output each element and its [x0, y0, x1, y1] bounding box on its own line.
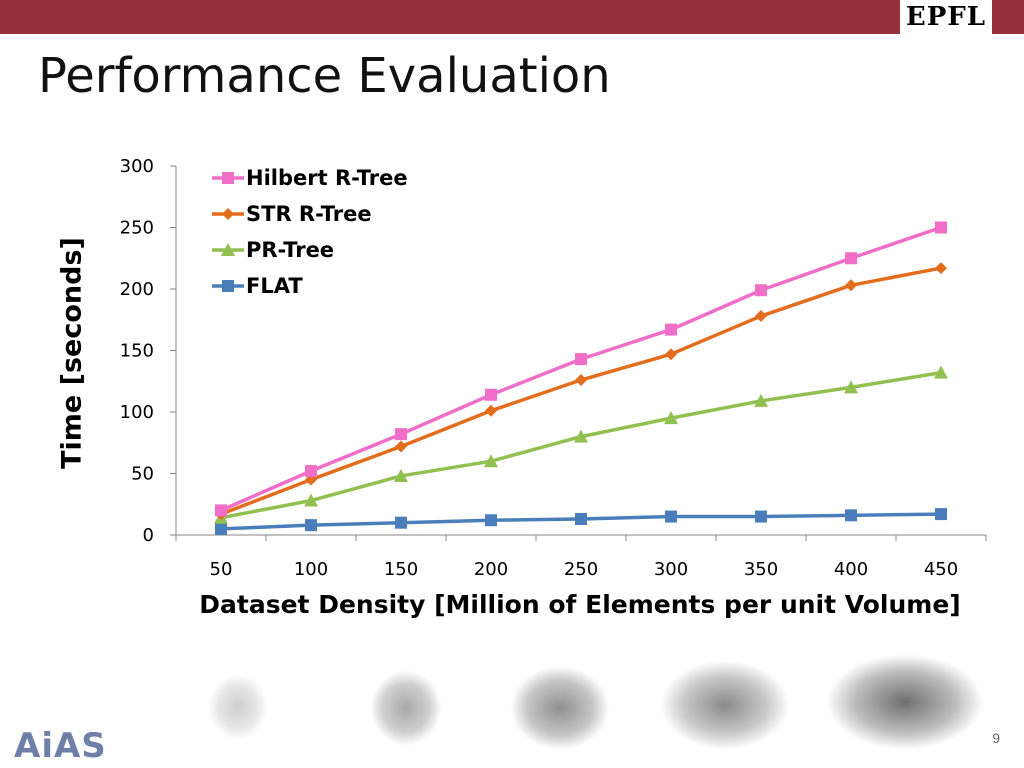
data-point	[755, 284, 767, 297]
x-tick-label: 200	[474, 559, 508, 580]
data-point	[935, 221, 947, 234]
x-tick-label: 400	[834, 559, 868, 580]
dataset-thumbnail	[208, 674, 268, 740]
data-point	[755, 510, 767, 523]
series-line	[220, 370, 942, 520]
data-point	[305, 465, 317, 478]
x-axis-label: Dataset Density [Million of Elements per…	[199, 590, 961, 619]
dataset-thumbnail	[826, 654, 984, 750]
data-point	[575, 513, 587, 526]
data-point	[574, 429, 588, 443]
data-point	[575, 353, 587, 366]
dataset-thumbnail	[370, 670, 442, 746]
data-point	[845, 252, 857, 265]
data-point	[755, 310, 767, 323]
slide-title: Performance Evaluation	[38, 48, 611, 104]
data-point	[844, 380, 858, 394]
legend-marker	[222, 208, 234, 220]
data-point	[485, 388, 497, 401]
y-tick-label: 300	[120, 156, 154, 177]
data-point	[935, 262, 947, 275]
data-point	[215, 504, 227, 517]
legend-marker	[222, 280, 234, 292]
y-tick-label: 250	[120, 218, 154, 239]
legend-label: PR-Tree	[246, 238, 334, 262]
dataset-thumbnail	[510, 666, 610, 750]
x-tick-label: 250	[564, 559, 598, 580]
dataset-thumbnail	[660, 660, 790, 750]
page-number: 9	[992, 730, 1000, 746]
data-point	[754, 393, 768, 407]
data-point	[934, 365, 948, 379]
line-chart: 0 50 100 150 200 250 300 50 100 150 200 250 300 350 40…	[120, 156, 987, 580]
data-point	[485, 404, 497, 417]
x-tick-label: 100	[294, 559, 328, 580]
y-tick-label: 100	[120, 402, 154, 423]
data-point	[665, 510, 677, 523]
x-tick-label: 350	[744, 559, 778, 580]
data-point	[484, 454, 498, 468]
y-tick-label: 50	[131, 464, 154, 485]
y-tick-label: 150	[120, 341, 154, 362]
legend-label: STR R-Tree	[246, 202, 372, 226]
data-point	[395, 428, 407, 441]
data-point	[665, 348, 677, 361]
data-point	[395, 516, 407, 529]
legend-label: FLAT	[246, 274, 303, 298]
epfl-logo: EPFL	[899, 0, 992, 34]
data-point	[845, 279, 857, 292]
x-tick-label: 450	[924, 559, 958, 580]
data-point	[575, 374, 587, 387]
aias-logo: AiAS	[14, 726, 107, 766]
x-tick-label: 50	[210, 559, 233, 580]
dataset-thumbnails	[190, 654, 990, 750]
data-point	[664, 411, 678, 425]
y-tick-label: 0	[143, 525, 154, 546]
y-axis-label-wrap: Time [seconds]	[52, 237, 92, 469]
data-point	[485, 514, 497, 527]
data-point	[665, 323, 677, 336]
x-tick-label: 300	[654, 559, 688, 580]
data-point	[304, 493, 318, 507]
data-point	[394, 468, 408, 482]
legend-marker	[221, 243, 235, 256]
data-point	[935, 508, 947, 521]
data-point	[215, 522, 227, 535]
header-bar	[0, 0, 1024, 34]
epfl-logo-text: EPFL	[905, 2, 986, 32]
data-point	[305, 519, 317, 532]
y-axis-label: Time [seconds]	[56, 237, 88, 469]
data-point	[395, 440, 407, 453]
legend-label: Hilbert R-Tree	[246, 166, 408, 190]
y-tick-label: 200	[120, 279, 154, 300]
series-line	[220, 225, 942, 513]
legend-marker	[222, 172, 234, 184]
data-point	[845, 509, 857, 522]
x-tick-label: 150	[384, 559, 418, 580]
